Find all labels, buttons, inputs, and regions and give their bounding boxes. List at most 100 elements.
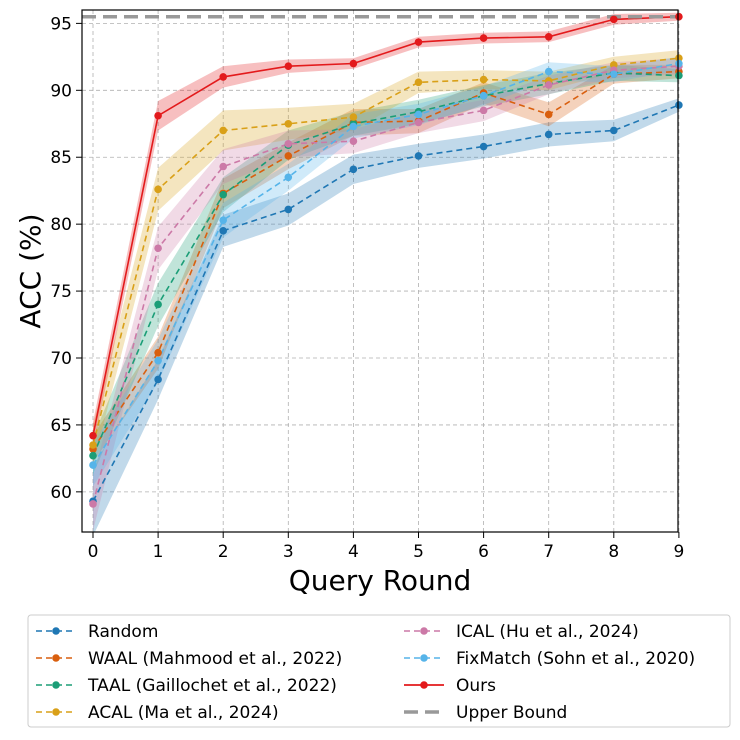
x-tick-label: 6	[478, 542, 489, 562]
y-tick-label: 70	[50, 349, 72, 369]
y-tick-label: 85	[50, 148, 72, 168]
axis-ticks: 0 1 2 3 4 5 6 7 8 9 60 65 70 75 80 85 90 95	[50, 14, 684, 562]
legend-label-ical-hu-et-al-2024: ICAL (Hu et al., 2024)	[456, 622, 639, 642]
point-ours	[414, 38, 423, 46]
point-fixmatch-sohn-et-al-2020	[479, 91, 488, 100]
point-waal-mahmood-et-al-2022	[154, 348, 162, 357]
point-ours	[610, 15, 618, 24]
point-random	[675, 101, 683, 109]
point-fixmatch-sohn-et-al-2020	[284, 173, 293, 182]
x-tick-label: 5	[413, 542, 424, 562]
x-tick-label: 3	[283, 542, 294, 562]
point-taal-gaillochet-et-al-2022	[675, 71, 683, 80]
point-fixmatch-sohn-et-al-2020	[544, 67, 553, 76]
legend-marker-fixmatch-sohn-et-al-2020	[420, 654, 428, 662]
point-ical-hu-et-al-2024	[154, 244, 162, 253]
legend-label-ours: Ours	[456, 676, 496, 696]
point-ours	[479, 34, 488, 42]
point-random	[544, 130, 553, 139]
legend-label-fixmatch-sohn-et-al-2020: FixMatch (Sohn et al., 2020)	[456, 649, 695, 669]
y-tick-label: 95	[50, 14, 72, 34]
point-ical-hu-et-al-2024	[479, 106, 488, 115]
y-tick-label: 65	[50, 416, 72, 436]
point-ours	[89, 431, 97, 440]
point-ical-hu-et-al-2024	[284, 140, 293, 148]
point-fixmatch-sohn-et-al-2020	[89, 461, 97, 469]
point-taal-gaillochet-et-al-2022	[89, 451, 97, 460]
legend-frame	[27, 614, 731, 728]
legend-marker-waal-mahmood-et-al-2022	[52, 654, 60, 662]
point-random	[479, 142, 488, 151]
point-waal-mahmood-et-al-2022	[544, 110, 553, 119]
point-random	[219, 227, 227, 235]
point-fixmatch-sohn-et-al-2020	[675, 59, 683, 68]
x-tick-label: 2	[218, 542, 229, 562]
point-waal-mahmood-et-al-2022	[284, 152, 293, 160]
line-fixmatch-sohn-et-al-2020	[92, 62, 678, 466]
x-tick-label: 7	[543, 542, 554, 562]
y-tick-label: 75	[50, 282, 72, 302]
grid	[82, 10, 680, 532]
point-ours	[154, 111, 162, 120]
plot-frame	[81, 9, 679, 533]
point-ours	[544, 32, 553, 41]
point-ical-hu-et-al-2024	[414, 118, 423, 127]
legend-label-waal-mahmood-et-al-2022: WAAL (Mahmood et al., 2022)	[88, 649, 342, 669]
x-axis-title: Query Round	[289, 564, 472, 597]
legend-label-acal-ma-et-al-2024: ACAL (Ma et al., 2024)	[88, 703, 279, 723]
band-taal-gaillochet-et-al-2022	[93, 64, 678, 475]
legend-marker-acal-ma-et-al-2024	[52, 708, 60, 716]
point-ical-hu-et-al-2024	[89, 500, 97, 508]
legend: Random WAAL (Mahmood et al., 2022) TAAL (G…	[27, 614, 731, 728]
point-ical-hu-et-al-2024	[219, 162, 227, 171]
point-acal-ma-et-al-2024	[479, 75, 488, 84]
x-tick-label: 4	[348, 542, 359, 562]
legend-label-random: Random	[88, 622, 158, 642]
point-fixmatch-sohn-et-al-2020	[154, 356, 162, 365]
legend-marker-ours	[420, 681, 428, 689]
x-tick-label: 1	[153, 542, 164, 562]
point-random	[154, 375, 162, 384]
point-random	[610, 126, 618, 135]
y-axis-title: ACC (%)	[14, 213, 47, 328]
point-ours	[349, 59, 358, 68]
point-fixmatch-sohn-et-al-2020	[414, 110, 423, 119]
point-acal-ma-et-al-2024	[284, 119, 293, 128]
line-waal-mahmood-et-al-2022	[92, 70, 678, 450]
legend-marker-random	[52, 627, 60, 635]
y-tick-label: 90	[50, 81, 72, 101]
point-acal-ma-et-al-2024	[154, 185, 162, 194]
point-acal-ma-et-al-2024	[414, 78, 423, 87]
y-tick-label: 80	[50, 215, 72, 235]
point-taal-gaillochet-et-al-2022	[154, 300, 162, 309]
series-lines	[82, 14, 678, 505]
x-tick-label: 8	[608, 542, 619, 562]
point-acal-ma-et-al-2024	[349, 113, 358, 121]
legend-label-taal-gaillochet-et-al-2022: TAAL (Gaillochet et al., 2022)	[87, 676, 337, 696]
legend-marker-ical-hu-et-al-2024	[420, 627, 428, 635]
series-markers	[89, 12, 683, 508]
point-random	[414, 152, 423, 160]
point-acal-ma-et-al-2024	[219, 126, 227, 135]
x-tick-label: 9	[673, 542, 684, 562]
point-ical-hu-et-al-2024	[349, 137, 358, 145]
point-taal-gaillochet-et-al-2022	[219, 190, 227, 199]
point-ours	[675, 12, 683, 21]
line-taal-gaillochet-et-al-2022	[92, 72, 678, 457]
point-fixmatch-sohn-et-al-2020	[349, 122, 358, 131]
y-tick-label: 60	[50, 483, 72, 503]
point-ours	[284, 62, 293, 71]
confidence-bands	[93, 12, 678, 532]
point-acal-ma-et-al-2024	[675, 54, 683, 62]
point-fixmatch-sohn-et-al-2020	[219, 216, 227, 224]
legend-label-upper-bound: Upper Bound	[456, 703, 567, 723]
point-fixmatch-sohn-et-al-2020	[610, 70, 618, 79]
point-random	[284, 205, 293, 214]
legend-marker-taal-gaillochet-et-al-2022	[52, 681, 60, 689]
line-ours	[92, 15, 678, 436]
band-ical-hu-et-al-2024	[93, 58, 678, 531]
point-random	[349, 165, 358, 174]
point-ours	[219, 73, 227, 81]
point-acal-ma-et-al-2024	[610, 61, 618, 69]
